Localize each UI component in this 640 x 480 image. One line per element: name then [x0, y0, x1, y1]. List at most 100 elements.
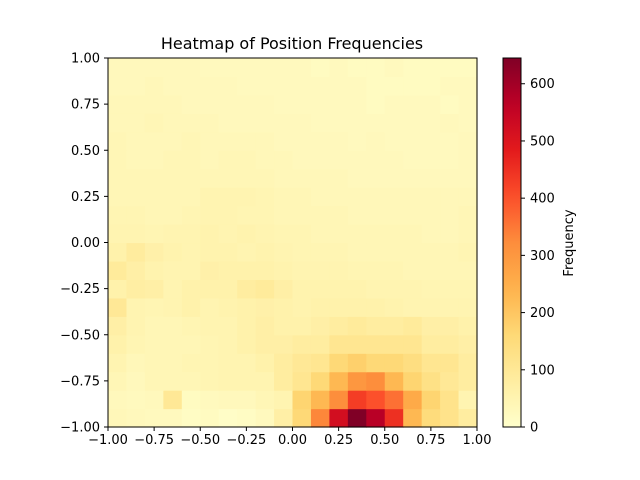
heatmap-cell	[384, 297, 404, 317]
heatmap-cell	[108, 279, 128, 299]
heatmap-cell	[347, 131, 367, 151]
heatmap-cell	[329, 242, 349, 262]
heatmap-cell	[218, 297, 238, 317]
heatmap-cell	[440, 113, 460, 133]
heatmap-cell	[421, 260, 441, 280]
heatmap-cell	[292, 334, 312, 354]
heatmap-cell	[366, 224, 386, 244]
heatmap-cell	[144, 94, 164, 114]
heatmap-cell	[218, 390, 238, 410]
heatmap-cell	[108, 205, 128, 225]
heatmap-cell	[144, 260, 164, 280]
heatmap-cell	[108, 371, 128, 391]
heatmap-cell	[218, 242, 238, 262]
heatmap-cell	[218, 334, 238, 354]
heatmap-cell	[163, 131, 183, 151]
heatmap-cell	[292, 408, 312, 428]
heatmap-cell	[403, 334, 423, 354]
heatmap-cell	[126, 131, 146, 151]
heatmap-cell	[458, 408, 478, 428]
x-tick-label: −0.25	[226, 433, 266, 448]
heatmap-cell	[255, 408, 275, 428]
heatmap-cell	[126, 150, 146, 170]
heatmap-cell	[255, 260, 275, 280]
heatmap-cell	[403, 113, 423, 133]
heatmap-cell	[292, 113, 312, 133]
heatmap-cell	[163, 408, 183, 428]
heatmap-cell	[384, 224, 404, 244]
heatmap-cell	[458, 150, 478, 170]
heatmap-cell	[255, 150, 275, 170]
heatmap-cell	[310, 113, 330, 133]
heatmap-cell	[200, 297, 220, 317]
heatmap-cell	[163, 260, 183, 280]
heatmap-cell	[218, 260, 238, 280]
heatmap-cell	[329, 113, 349, 133]
heatmap-cell	[310, 334, 330, 354]
heatmap-cell	[274, 242, 294, 262]
heatmap-cell	[292, 279, 312, 299]
heatmap-cell	[237, 316, 257, 336]
heatmap-cell	[403, 279, 423, 299]
heatmap-cell	[200, 150, 220, 170]
heatmap-cell	[255, 279, 275, 299]
x-tick-label: 0.00	[278, 433, 307, 448]
heatmap-cell	[126, 224, 146, 244]
heatmap-cell	[347, 242, 367, 262]
heatmap-cell	[366, 316, 386, 336]
heatmap-cell	[384, 353, 404, 373]
heatmap-cell	[310, 279, 330, 299]
heatmap-cell	[181, 205, 201, 225]
x-tick-label: 1.00	[463, 433, 492, 448]
heatmap-cell	[440, 58, 460, 78]
y-tick-label: 0.25	[71, 190, 100, 205]
heatmap-cell	[181, 150, 201, 170]
heatmap-cell	[310, 58, 330, 78]
heatmap-cell	[347, 224, 367, 244]
heatmap-cell	[108, 390, 128, 410]
heatmap-cell	[144, 150, 164, 170]
heatmap-cell	[384, 260, 404, 280]
heatmap-cell	[347, 390, 367, 410]
heatmap-cell	[108, 408, 128, 428]
heatmap-cell	[144, 168, 164, 188]
heatmap-cell	[237, 297, 257, 317]
heatmap-cell	[274, 316, 294, 336]
heatmap-cell	[274, 187, 294, 207]
heatmap-cell	[347, 168, 367, 188]
colorbar-tick-label: 100	[530, 363, 555, 378]
y-axis: −1.00 −0.75 −0.50 −0.25 0.00 0.25 0.50 0.75 1.00	[60, 52, 108, 436]
heatmap-cell	[366, 187, 386, 207]
heatmap-cell	[440, 242, 460, 262]
heatmap-cell	[218, 224, 238, 244]
heatmap-cell	[347, 316, 367, 336]
heatmap-cell	[218, 371, 238, 391]
heatmap-cell	[255, 371, 275, 391]
heatmap-cell	[163, 150, 183, 170]
heatmap-cell	[292, 224, 312, 244]
heatmap-cell	[126, 168, 146, 188]
heatmap-cell	[421, 131, 441, 151]
heatmap-cell	[163, 242, 183, 262]
heatmap-cell	[458, 260, 478, 280]
heatmap-cell	[163, 390, 183, 410]
heatmap-cell	[108, 242, 128, 262]
heatmap-cell	[329, 58, 349, 78]
heatmap-cell	[126, 58, 146, 78]
heatmap-cell	[403, 58, 423, 78]
heatmap-cell	[329, 187, 349, 207]
heatmap-cell	[218, 131, 238, 151]
heatmap-cell	[255, 94, 275, 114]
heatmap-cell	[347, 205, 367, 225]
heatmap-cell	[237, 408, 257, 428]
heatmap-cell	[181, 390, 201, 410]
heatmap-cell	[403, 94, 423, 114]
heatmap-cell	[200, 187, 220, 207]
heatmap-cell	[274, 168, 294, 188]
heatmap-cell	[163, 279, 183, 299]
heatmap-cell	[310, 205, 330, 225]
heatmap-cell	[200, 224, 220, 244]
chart-title: Heatmap of Position Frequencies	[161, 34, 423, 53]
heatmap-cell	[310, 408, 330, 428]
heatmap-cell	[200, 353, 220, 373]
